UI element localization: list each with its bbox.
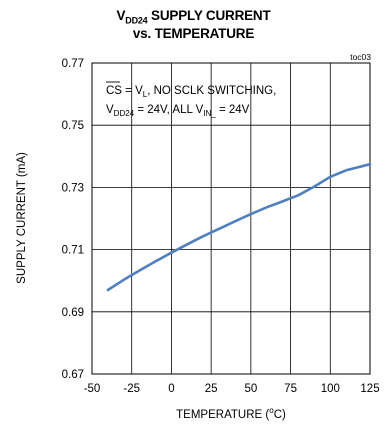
annotation-v: V — [106, 104, 114, 116]
annotation-line2: VDD24 = 24V, ALL VIN_ = 24V — [106, 104, 250, 118]
annotation-line1: CS = VL, NO SCLK SWITCHING, — [106, 85, 276, 99]
y-tick-label: 0.71 — [62, 245, 84, 257]
x-tick-label: -50 — [84, 383, 101, 395]
x-tick-label: 25 — [205, 383, 218, 395]
annotation-mid: = 24V, ALL V — [134, 104, 203, 116]
title-subscript: DD24 — [125, 15, 148, 26]
annotation-sub-in: IN_ — [203, 109, 216, 118]
annotation-eq: = V — [122, 85, 143, 97]
figure-tag: toc03 — [350, 52, 371, 62]
x-tick-label: 125 — [360, 383, 379, 395]
annotation-sub-dd24: DD24 — [114, 109, 135, 118]
annotation-rest1: , NO SCLK SWITCHING, — [147, 85, 276, 97]
x-axis-label: TEMPERATURE (oC) — [176, 406, 286, 421]
y-tick-label: 0.73 — [62, 182, 84, 194]
y-tick-label: 0.75 — [62, 120, 84, 132]
title-rest: SUPPLY CURRENT — [147, 8, 271, 23]
x-axis-label-end: C) — [274, 409, 286, 421]
annotation-sub-l: L — [143, 90, 148, 99]
y-tick-label: 0.77 — [62, 58, 84, 70]
y-tick-label: 0.69 — [62, 307, 84, 319]
y-axis-label: SUPPLY CURRENT (mA) — [16, 152, 28, 284]
chart-title: VDD24 SUPPLY CURRENT — [0, 8, 387, 26]
x-axis-label-sup: o — [269, 406, 274, 415]
y-tick-label: 0.67 — [62, 369, 84, 381]
x-tick-label: 100 — [321, 383, 340, 395]
x-tick-label: 75 — [284, 383, 297, 395]
y-tick-labels: 0.67 0.69 0.71 0.73 0.75 0.77 — [62, 58, 84, 381]
chart-title-line2: vs. TEMPERATURE — [132, 26, 255, 41]
x-tick-label: -25 — [123, 383, 140, 395]
series-line — [106, 162, 372, 292]
x-axis-label-main: TEMPERATURE ( — [176, 409, 269, 421]
plot-frame — [91, 62, 371, 375]
grid-lines — [92, 63, 370, 374]
x-tick-labels: -50 -25 0 25 50 75 100 125 — [84, 383, 380, 395]
x-tick-label: 0 — [168, 383, 174, 395]
annotation-rest2: = 24V — [216, 104, 250, 116]
title-v: V — [116, 8, 126, 23]
x-tick-label: 50 — [244, 383, 257, 395]
annotation-cs: CS — [106, 85, 122, 97]
